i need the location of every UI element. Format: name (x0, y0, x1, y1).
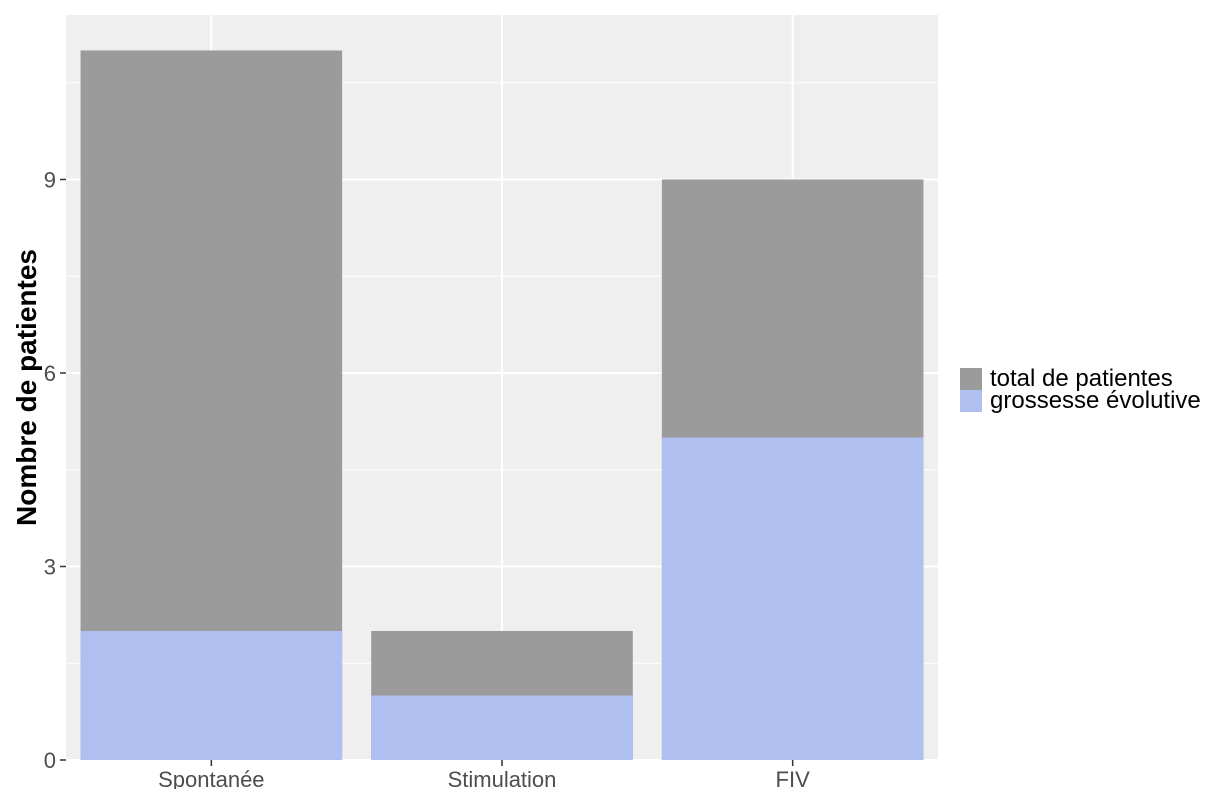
x-tick-label: FIV (776, 767, 811, 789)
y-tick-label: 9 (44, 167, 56, 192)
bar-grossesse-0 (80, 630, 343, 760)
x-tick-label: Stimulation (448, 767, 557, 789)
y-tick-label: 0 (44, 748, 56, 773)
legend-swatch (960, 390, 982, 412)
bars (80, 50, 924, 760)
y-tick-label: 3 (44, 554, 56, 579)
y-tick-label: 6 (44, 361, 56, 386)
legend-label: grossesse évolutive (990, 387, 1201, 414)
legend-label: total de patientes (990, 365, 1173, 392)
x-axis: Spontanée Stimulation FIV (158, 760, 810, 789)
x-tick-label: Spontanée (158, 767, 264, 789)
y-axis: 0 3 6 9 (44, 167, 66, 773)
legend-swatch (960, 368, 982, 390)
bar-grossesse-2 (661, 437, 924, 760)
bar-grossesse-1 (371, 695, 633, 760)
y-axis-title: Nombre de patientes (11, 249, 42, 526)
